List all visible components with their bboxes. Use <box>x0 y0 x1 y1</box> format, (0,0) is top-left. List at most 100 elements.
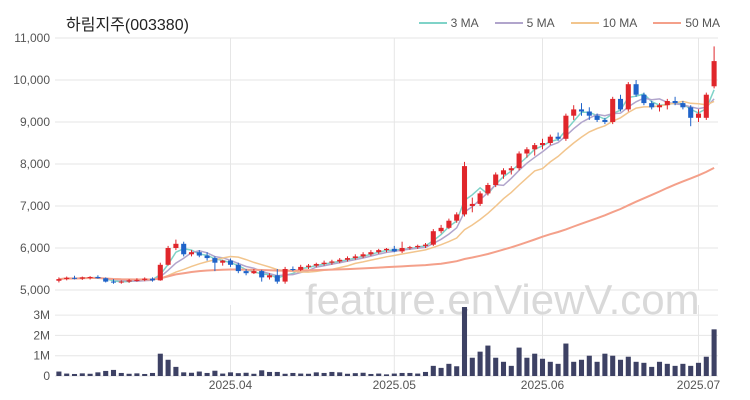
candle-body <box>524 149 530 154</box>
volume-bar <box>539 358 546 376</box>
volume-bar <box>274 371 280 376</box>
candle-body <box>259 271 265 278</box>
volume-bar <box>227 372 234 376</box>
legend-item-50ma: 50 MA <box>653 16 720 30</box>
candle-body <box>196 252 202 256</box>
candle <box>173 239 179 251</box>
candle-body <box>290 269 296 270</box>
candle <box>157 262 163 281</box>
candle-body <box>282 269 288 282</box>
candle-body <box>142 278 148 280</box>
candle <box>617 94 624 112</box>
legend: 3 MA 5 MA 10 MA 50 MA <box>418 16 720 30</box>
volume-bar <box>695 362 702 376</box>
candle-body <box>126 280 132 282</box>
candle <box>266 273 273 280</box>
candle <box>508 166 514 175</box>
price-tick-label: 5,000 <box>20 283 50 297</box>
legend-label-10ma: 10 MA <box>602 16 638 30</box>
volume-bar <box>95 372 101 376</box>
volume-bar <box>243 372 249 376</box>
candle-body <box>641 94 647 104</box>
volume-bar <box>516 347 522 376</box>
candle <box>95 275 101 279</box>
volume-bar <box>337 372 343 376</box>
volume-bar <box>485 345 491 376</box>
candle-body <box>703 94 709 118</box>
candle-body <box>555 136 561 139</box>
candle-body <box>274 275 280 282</box>
volume-bar <box>103 370 109 376</box>
volume-bar <box>220 373 226 376</box>
price-tick-label: 10,000 <box>13 73 50 87</box>
volume-bar <box>617 359 624 376</box>
legend-label-5ma: 5 MA <box>526 16 555 30</box>
candle <box>399 241 405 254</box>
volume-bar <box>251 373 257 376</box>
volume-bar <box>407 372 413 376</box>
candle-body <box>516 153 522 169</box>
candle <box>539 138 546 150</box>
candle <box>321 260 327 266</box>
candle-body <box>391 248 397 252</box>
candle <box>71 275 78 280</box>
candle <box>422 242 429 248</box>
candle <box>298 264 304 272</box>
candle-body <box>664 101 670 106</box>
candle-body <box>680 103 686 108</box>
candle-body <box>625 84 631 110</box>
volume-tick-label: 2M <box>33 328 50 342</box>
ma-5-line <box>58 97 715 282</box>
volume-bar <box>446 363 452 376</box>
moving-average-layer <box>58 89 715 283</box>
volume-bar <box>134 373 140 376</box>
candle <box>329 259 335 265</box>
candle <box>352 254 358 260</box>
candle-body <box>305 265 312 267</box>
candle-body <box>56 279 62 281</box>
candle-body <box>220 260 226 263</box>
candle-body <box>586 111 592 116</box>
volume-bar <box>71 373 78 376</box>
candle <box>220 259 226 266</box>
volume-bar <box>173 366 179 376</box>
candle-body <box>157 264 163 281</box>
volume-bar <box>142 373 148 376</box>
candle <box>305 263 312 269</box>
volume-bar <box>204 372 210 376</box>
candle-body <box>352 256 358 259</box>
legend-swatch-5ma <box>494 22 523 24</box>
candle <box>680 101 686 110</box>
candle <box>204 252 210 261</box>
candle-body <box>469 203 475 206</box>
price-tick-label: 9,000 <box>20 115 50 129</box>
volume-bar <box>79 373 85 376</box>
volume-bar <box>438 367 444 376</box>
volume-bar <box>149 372 156 376</box>
candle <box>274 269 280 284</box>
price-tick-label: 6,000 <box>20 241 50 255</box>
candle <box>703 92 709 120</box>
candle <box>656 103 663 112</box>
volume-bar <box>282 373 288 376</box>
candle-body <box>235 264 241 272</box>
volume-bar <box>469 357 475 376</box>
candle <box>181 241 187 257</box>
volume-bar <box>524 357 530 376</box>
candle <box>625 82 631 112</box>
candle <box>493 172 499 188</box>
candle-body <box>110 281 117 283</box>
candle-body <box>477 193 483 204</box>
candle <box>344 256 351 262</box>
volume-tick-label: 3M <box>33 308 50 322</box>
candle <box>290 266 296 272</box>
volume-bar <box>266 371 273 376</box>
candle <box>649 101 655 110</box>
candle-body <box>368 252 374 255</box>
candle <box>672 96 678 106</box>
candle <box>87 276 93 280</box>
legend-item-5ma: 5 MA <box>494 16 555 30</box>
candle <box>524 147 530 158</box>
candle-body <box>695 113 702 118</box>
